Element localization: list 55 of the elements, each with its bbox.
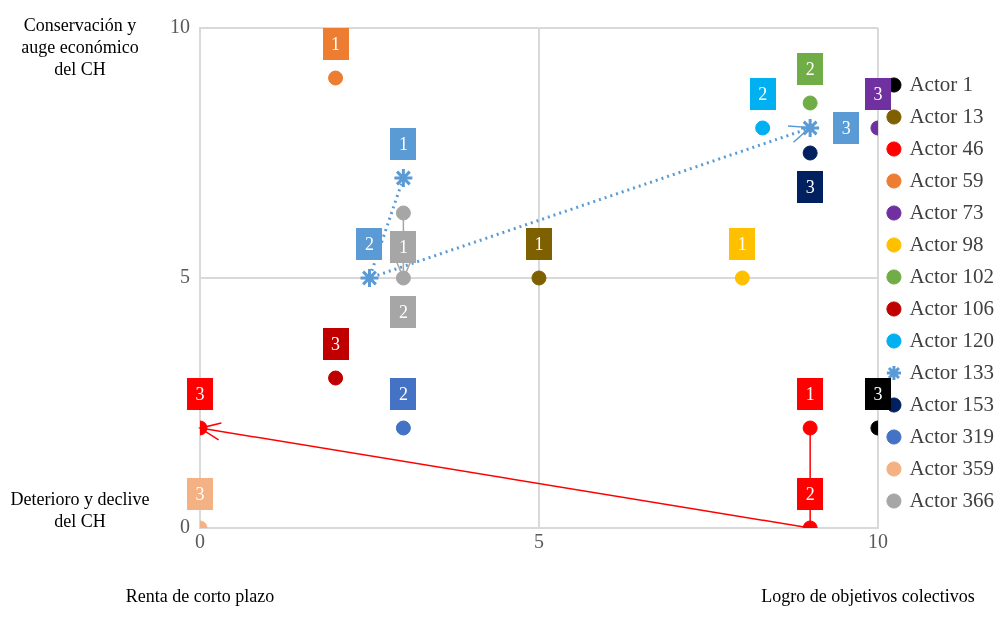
annotation: 1 — [729, 228, 756, 260]
x-tick-label: 5 — [533, 530, 544, 553]
annotation: 2 — [356, 228, 383, 260]
x-tick-label: 10 — [867, 530, 888, 553]
legend-label: Actor 133 — [909, 359, 995, 384]
legend-label: Actor 59 — [909, 167, 984, 192]
annotation: 3 — [864, 378, 891, 410]
text: Deterioro y declive del CH — [10, 488, 150, 532]
annotation: 1 — [525, 228, 552, 260]
legend-label: Actor 102 — [909, 263, 995, 288]
annotation: 3 — [833, 112, 860, 144]
text: Conservación y auge económico del CH — [20, 14, 140, 80]
legend-label: Actor 319 — [909, 423, 995, 448]
annotation: 3 — [322, 328, 349, 360]
annotation: 3 — [187, 478, 213, 510]
legend-label: Actor 98 — [909, 231, 984, 256]
point — [395, 205, 411, 221]
point — [531, 270, 547, 286]
point — [392, 167, 414, 189]
point — [328, 70, 344, 86]
legend-label: Actor 1 — [909, 71, 974, 96]
legend-label: Actor 153 — [909, 391, 995, 416]
legend-label: Actor 366 — [909, 487, 995, 512]
point — [358, 267, 380, 289]
legend-label: Actor 13 — [909, 103, 984, 128]
annotation: 2 — [390, 296, 417, 328]
annotation: 2 — [797, 478, 824, 510]
point — [328, 370, 344, 386]
legend-label: Actor 46 — [909, 135, 984, 160]
point — [802, 95, 818, 111]
annotation: 1 — [797, 378, 824, 410]
point — [734, 270, 750, 286]
annotation: 3 — [864, 78, 891, 110]
annotation: 3 — [797, 171, 824, 203]
legend-label: Actor 359 — [909, 455, 995, 480]
legend-label: Actor 73 — [909, 199, 984, 224]
y-tick-label: 0 — [180, 515, 190, 538]
annotation: 3 — [187, 378, 213, 410]
point — [799, 117, 821, 139]
text: Logro de objetivos colectivos — [760, 585, 976, 607]
text: Renta de corto plazo — [124, 585, 276, 607]
annotation: 2 — [797, 53, 824, 85]
annotation: 1 — [322, 28, 349, 60]
x-tick-label: 0 — [195, 530, 205, 553]
y-tick-label: 10 — [170, 15, 190, 38]
point — [395, 420, 411, 436]
point — [802, 145, 818, 161]
annotation: 1 — [390, 231, 417, 263]
y-tick-label: 5 — [180, 265, 190, 288]
annotation: 2 — [749, 78, 776, 110]
annotation: 2 — [390, 378, 417, 410]
point — [755, 120, 771, 136]
annotation: 1 — [390, 128, 417, 160]
legend-label: Actor 106 — [909, 295, 995, 320]
legend-label: Actor 120 — [909, 327, 995, 352]
